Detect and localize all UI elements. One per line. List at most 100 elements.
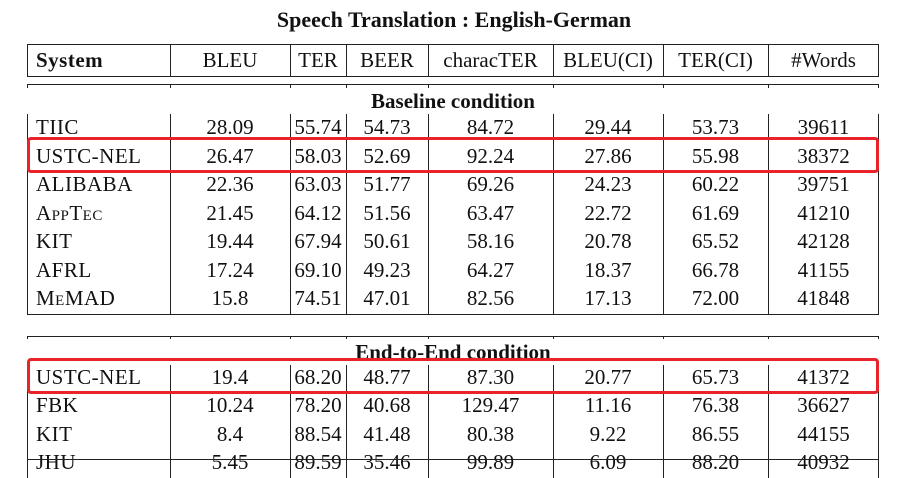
column-rule-end-to-end-5 [553, 335, 554, 478]
column-rule-header-8 [878, 44, 879, 76]
cell-bleu-ci: 29.44 [584, 115, 632, 139]
cell-system: TIIC [36, 115, 79, 139]
cell-bleu: 19.44 [206, 229, 254, 253]
end-to-end-top-rule [27, 335, 879, 337]
column-rule-header-6 [663, 44, 664, 76]
cell-system: FBK [36, 393, 79, 417]
column-rule-end-to-end-0 [27, 335, 28, 478]
column-rule-header-3 [346, 44, 347, 76]
cell-beer: 49.23 [363, 257, 411, 282]
baseline-bottom-rule [27, 313, 879, 315]
cell-beer: 51.77 [363, 172, 411, 196]
column-rule-baseline-6 [663, 84, 664, 314]
table-top-rule [27, 44, 879, 45]
cell-bleu-ci: 11.16 [584, 393, 632, 417]
cell-ter-ci: 88.20 [691, 450, 740, 474]
cell-beer: 41.48 [363, 421, 411, 446]
cell-system: ALIBABA [36, 172, 133, 196]
header-ter-ci: TER(CI) [678, 48, 753, 72]
cell-character: 80.38 [466, 421, 515, 446]
cell-bleu: 19.4 [211, 364, 249, 389]
cell-bleu-ci: 20.77 [584, 364, 632, 389]
header-bleu: BLEU [202, 48, 258, 72]
cell-ter: 68.20 [294, 364, 342, 389]
cell-bleu: 22.36 [206, 172, 254, 196]
cell-bleu-ci: 20.78 [584, 229, 632, 253]
cell-words: 41848 [797, 286, 850, 310]
cell-bleu-ci: 18.37 [584, 257, 632, 282]
column-rule-header-7 [768, 44, 769, 76]
column-rule-end-to-end-1 [170, 335, 171, 478]
column-rule-baseline-3 [346, 84, 347, 314]
cell-words: 41155 [797, 257, 850, 282]
cell-bleu-ci: 24.23 [584, 172, 632, 196]
cell-ter: 63.03 [294, 172, 342, 196]
cell-beer: 35.46 [363, 450, 411, 474]
column-rule-end-to-end-2 [290, 335, 291, 478]
column-rule-baseline-1 [170, 84, 171, 314]
column-rule-end-to-end-6 [663, 335, 664, 478]
column-rule-header-1 [170, 44, 171, 76]
cell-beer: 51.56 [363, 200, 411, 225]
cell-system: USTC-NEL [36, 143, 142, 168]
cell-bleu-ci: 6.09 [589, 450, 627, 474]
results-table: System BLEU TER BEER characTER BLEU(CI) TER(CI… [27, 44, 879, 478]
baseline-condition-label: Baseline condition [27, 88, 879, 114]
cell-system: KIT [36, 421, 73, 446]
cell-system: JHU [36, 450, 77, 474]
cell-bleu: 10.24 [206, 393, 254, 417]
cell-character: 84.72 [466, 115, 515, 139]
cell-words: 41210 [797, 200, 850, 225]
column-rule-header-4 [428, 44, 429, 76]
cell-beer: 52.69 [363, 143, 411, 168]
cell-ter-ci: 65.73 [691, 364, 740, 389]
cell-words: 44155 [797, 421, 850, 446]
cell-bleu: 26.47 [206, 143, 254, 168]
cell-words: 38372 [797, 143, 850, 168]
cell-bleu-ci: 22.72 [584, 200, 632, 225]
cell-ter: 69.10 [294, 257, 342, 282]
table-title: Speech Translation : English-German [276, 7, 632, 32]
column-rule-baseline-8 [878, 84, 879, 314]
cell-words: 40932 [797, 450, 850, 474]
cell-words: 42128 [797, 229, 850, 253]
cell-ter: 67.94 [294, 229, 342, 253]
cell-ter: 64.12 [294, 200, 342, 225]
column-rule-end-to-end-8 [878, 335, 879, 478]
cell-beer: 48.77 [363, 364, 411, 389]
header-beer: BEER [360, 48, 414, 72]
cell-beer: 50.61 [363, 229, 411, 253]
cell-ter-ci: 60.22 [691, 172, 740, 196]
highlight-box-ustc-nel [27, 136, 879, 173]
cell-system: MeMAD [36, 286, 116, 310]
cell-bleu: 17.24 [206, 257, 254, 282]
cell-ter: 78.20 [294, 393, 342, 417]
cell-character: 64.27 [466, 257, 515, 282]
cell-system: USTC-NEL [36, 364, 142, 389]
cell-ter-ci: 66.78 [691, 257, 740, 282]
column-rule-baseline-2 [290, 84, 291, 314]
header-character: characTER [443, 48, 538, 72]
table-bottom-rule [27, 459, 879, 460]
header-system: System [36, 48, 104, 72]
cell-words: 41372 [797, 364, 850, 389]
cell-ter-ci: 53.73 [691, 115, 740, 139]
cell-ter-ci: 72.00 [691, 286, 740, 310]
column-rule-baseline-4 [428, 84, 429, 314]
cell-beer: 54.73 [363, 115, 411, 139]
cell-character: 69.26 [466, 172, 515, 196]
cell-beer: 40.68 [363, 393, 411, 417]
cell-bleu: 28.09 [206, 115, 254, 139]
cell-ter: 58.03 [294, 143, 342, 168]
cell-words: 39751 [797, 172, 850, 196]
header-bleu-ci: BLEU(CI) [563, 48, 653, 72]
baseline-top-rule [27, 84, 879, 85]
cell-bleu: 21.45 [206, 200, 254, 225]
column-rule-end-to-end-4 [428, 335, 429, 478]
header-words: #Words [791, 48, 856, 72]
cell-bleu-ci: 17.13 [584, 286, 632, 310]
column-rule-baseline-5 [553, 84, 554, 314]
cell-ter-ci: 65.52 [691, 229, 740, 253]
cell-ter: 55.74 [294, 115, 342, 139]
cell-ter: 88.54 [294, 421, 342, 446]
